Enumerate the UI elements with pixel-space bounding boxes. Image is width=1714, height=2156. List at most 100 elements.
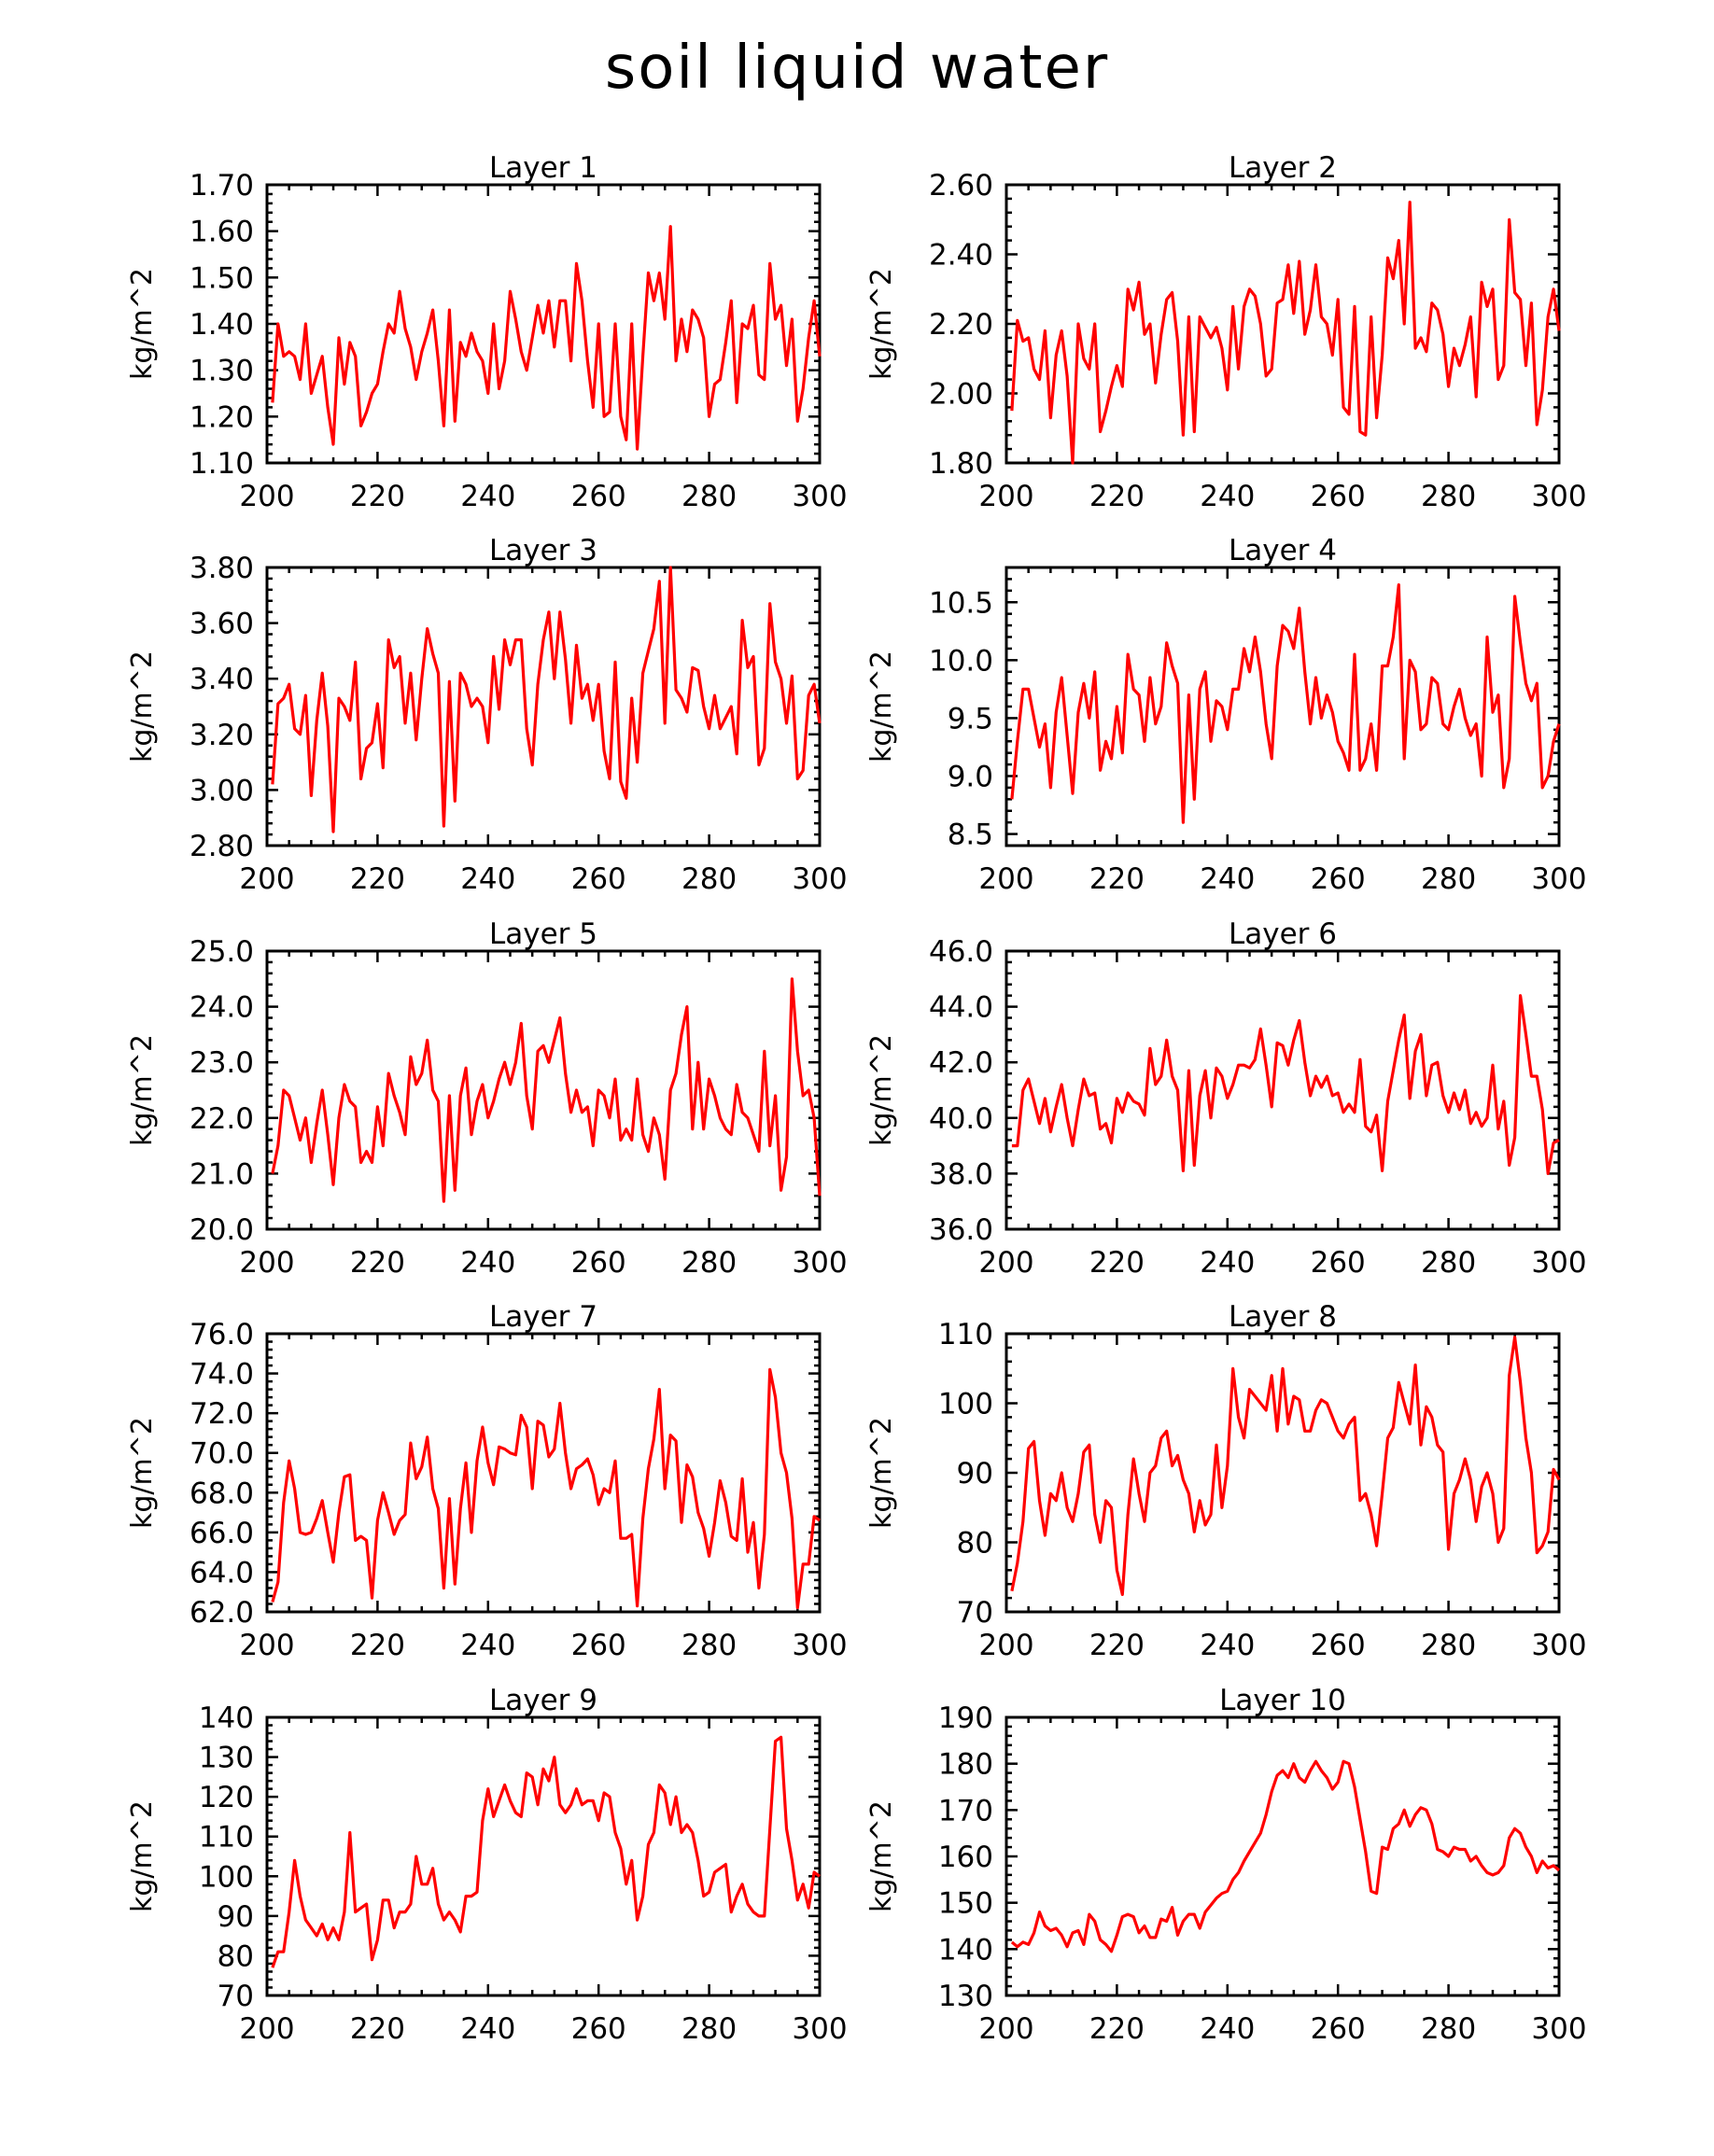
y-tick-label: 140	[938, 1933, 993, 1967]
y-tick-label: 3.20	[190, 719, 254, 752]
y-axis-label: kg/m^2	[865, 651, 898, 763]
x-tick-label: 220	[1089, 480, 1145, 513]
data-series-line	[271, 1735, 821, 1968]
y-tick-label: 10.0	[929, 644, 993, 678]
y-tick-label: 64.0	[190, 1556, 254, 1589]
y-tick-label: 110	[938, 1318, 993, 1351]
y-tick-label: 2.00	[929, 378, 993, 412]
data-series-line	[1010, 1336, 1561, 1597]
x-tick-label: 200	[978, 1629, 1033, 1662]
x-tick-label: 200	[978, 862, 1033, 896]
figure-title: soil liquid water	[605, 34, 1109, 103]
y-tick-label: 120	[199, 1781, 254, 1814]
y-tick-label: 1.20	[190, 400, 254, 434]
chart-panel-7: Layer 7 kg/m^2 200 220 240 260 280 300 62.0 64.0 6…	[126, 1300, 848, 1662]
y-tick-label: 3.00	[190, 774, 254, 807]
y-tick-label: 80	[218, 1939, 254, 1973]
y-tick-label: 22.0	[190, 1102, 254, 1136]
y-tick-label: 140	[199, 1701, 254, 1735]
panel-title: Layer 6	[1229, 917, 1337, 951]
y-tick-label: 8.5	[948, 819, 993, 852]
y-tick-label: 1.50	[190, 261, 254, 295]
data-series-line	[1010, 201, 1561, 465]
y-tick-label: 180	[938, 1748, 993, 1782]
chart-panel-4: Layer 4 kg/m^2 200 220 240 260 280 300 8.5 9.0 9.5…	[865, 534, 1587, 896]
y-tick-label: 9.5	[948, 702, 993, 735]
x-tick-label: 240	[460, 1246, 515, 1280]
y-tick-label: 23.0	[190, 1046, 254, 1080]
y-tick-label: 160	[938, 1841, 993, 1874]
x-tick-label: 300	[1531, 862, 1586, 896]
y-tick-label: 68.0	[190, 1477, 254, 1510]
y-tick-label: 3.80	[190, 552, 254, 585]
y-axis-label: kg/m^2	[126, 651, 159, 763]
plot-frame	[265, 1715, 822, 1997]
panel-title: Layer 8	[1229, 1300, 1337, 1334]
x-tick-label: 200	[239, 1246, 294, 1280]
y-tick-label: 46.0	[929, 935, 993, 969]
y-tick-label: 21.0	[190, 1157, 254, 1191]
data-series-line	[271, 225, 822, 451]
x-tick-label: 220	[350, 2012, 405, 2046]
x-tick-label: 300	[1531, 2012, 1586, 2046]
chart-panel-1: Layer 1 kg/m^2 200 220 240 260 280 300 1.10 1.20 1…	[126, 151, 848, 513]
x-tick-label: 220	[350, 1629, 405, 1662]
x-tick-label: 220	[1089, 2012, 1145, 2046]
x-tick-label: 260	[1311, 862, 1366, 896]
y-tick-label: 44.0	[929, 991, 993, 1025]
x-tick-label: 220	[1089, 1629, 1145, 1662]
y-tick-label: 62.0	[190, 1596, 254, 1630]
x-tick-label: 260	[571, 1629, 626, 1662]
x-tick-label: 260	[571, 2012, 626, 2046]
y-tick-label: 20.0	[190, 1213, 254, 1247]
x-tick-label: 240	[1200, 2012, 1255, 2046]
y-tick-label: 36.0	[929, 1213, 993, 1247]
y-axis-label: kg/m^2	[865, 1034, 898, 1146]
y-tick-label: 1.10	[190, 447, 254, 481]
x-tick-label: 200	[978, 480, 1033, 513]
y-tick-label: 70.0	[190, 1437, 254, 1471]
plot-frame	[265, 183, 822, 465]
y-tick-label: 74.0	[190, 1358, 254, 1392]
x-tick-label: 260	[571, 480, 626, 513]
x-tick-label: 260	[1311, 2012, 1366, 2046]
y-tick-label: 72.0	[190, 1397, 254, 1431]
y-tick-label: 150	[938, 1887, 993, 1921]
x-tick-label: 200	[239, 1629, 294, 1662]
x-tick-label: 280	[1421, 2012, 1476, 2046]
x-tick-label: 240	[1200, 1629, 1255, 1662]
y-tick-label: 70	[957, 1596, 993, 1630]
y-axis-label: kg/m^2	[126, 1034, 159, 1146]
y-tick-label: 90	[218, 1900, 254, 1934]
x-tick-label: 300	[792, 1246, 847, 1280]
y-axis-label: kg/m^2	[126, 1800, 159, 1912]
x-tick-label: 300	[792, 480, 847, 513]
x-tick-label: 220	[1089, 862, 1145, 896]
x-tick-label: 200	[978, 1246, 1033, 1280]
y-axis-label: kg/m^2	[865, 1417, 898, 1529]
y-tick-label: 25.0	[190, 935, 254, 969]
x-tick-label: 300	[792, 2012, 847, 2046]
x-tick-label: 280	[681, 480, 737, 513]
x-tick-label: 200	[978, 2012, 1033, 2046]
x-tick-label: 280	[681, 1629, 737, 1662]
data-series-line	[1010, 582, 1561, 824]
x-tick-label: 300	[1531, 1629, 1586, 1662]
chart-panel-2: Layer 2 kg/m^2 200 220 240 260 280 300 1.80 2.00 2…	[865, 151, 1587, 513]
y-tick-label: 100	[199, 1860, 254, 1894]
plot-frame	[265, 566, 822, 847]
x-tick-label: 240	[1200, 1246, 1255, 1280]
chart-panel-9: Layer 9 kg/m^2 200 220 240 260 280 300 70 80 90 100…	[126, 1684, 848, 2046]
x-tick-label: 280	[1421, 480, 1476, 513]
y-tick-label: 190	[938, 1701, 993, 1735]
panel-title: Layer 3	[489, 534, 597, 567]
y-axis-label: kg/m^2	[865, 1800, 898, 1912]
panel-title: Layer 7	[489, 1300, 597, 1334]
y-tick-label: 66.0	[190, 1517, 254, 1550]
x-tick-label: 260	[571, 862, 626, 896]
x-tick-label: 280	[681, 1246, 737, 1280]
data-series-line	[1011, 994, 1560, 1176]
y-tick-label: 130	[199, 1742, 254, 1775]
x-tick-label: 300	[1531, 480, 1586, 513]
